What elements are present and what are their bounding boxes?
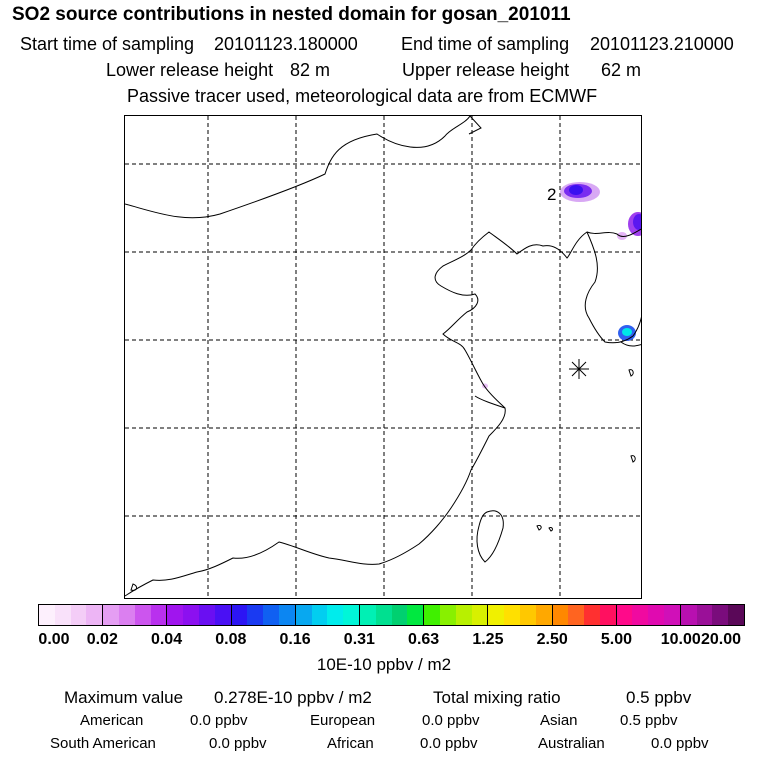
concentration-plumes	[482, 182, 641, 389]
upper-release-value: 62 m	[601, 60, 642, 80]
colorbar-swatch	[648, 605, 665, 625]
region-name: Asian	[540, 712, 578, 729]
plume-label: 2	[547, 185, 556, 204]
total-mixing-value: 0.5 ppbv	[626, 688, 692, 707]
colorbar-swatch	[471, 605, 489, 625]
colorbar-swatch	[424, 605, 440, 625]
colorbar-tick-label: 0.02	[86, 631, 118, 648]
colorbar	[38, 604, 745, 626]
end-time-value: 20101123.210000	[590, 34, 734, 54]
colorbar-swatch	[39, 605, 55, 625]
colorbar-swatch	[519, 605, 536, 625]
colorbar-swatch	[295, 605, 312, 625]
colorbar-swatch	[504, 605, 520, 625]
colorbar-tick-label: 10.00	[660, 631, 701, 648]
colorbar-swatch	[327, 605, 344, 625]
colorbar-swatch	[343, 605, 360, 625]
coastlines	[125, 116, 641, 597]
region-value: 0.0 ppbv	[420, 735, 478, 752]
plume-korea-core	[622, 328, 632, 336]
end-time-label: End time of sampling	[401, 34, 570, 54]
colorbar-swatch	[664, 605, 681, 625]
colorbar-tick-label: 0.08	[215, 631, 247, 648]
region-name: African	[327, 735, 374, 752]
max-value-label: Maximum value	[64, 688, 184, 707]
lower-release-value: 82 m	[290, 60, 331, 80]
colorbar-swatch	[103, 605, 119, 625]
colorbar-tick-label: 20.00	[700, 631, 742, 648]
map-svg: 2	[125, 116, 641, 598]
region-value: 0.0 ppbv	[422, 712, 480, 729]
lat-lon-grid	[125, 116, 641, 598]
colorbar-tick-label: 0.00	[38, 631, 70, 648]
colorbar-swatch	[552, 605, 569, 625]
colorbar-tick-label: 2.50	[536, 631, 568, 648]
colorbar-swatch	[167, 605, 184, 625]
upper-release-label: Upper release height	[402, 60, 570, 80]
colorbar-swatch	[439, 605, 456, 625]
colorbar-swatch	[263, 605, 279, 625]
colorbar-tick-label: 0.16	[279, 631, 311, 648]
colorbar-swatch	[584, 605, 600, 625]
colorbar-swatch	[455, 605, 472, 625]
start-time-label: Start time of sampling	[20, 34, 195, 54]
colorbar-swatch	[311, 605, 328, 625]
colorbar-swatch	[568, 605, 585, 625]
start-time-value: 20101123.180000	[214, 34, 358, 54]
region-name: Australian	[538, 735, 605, 752]
region-value: 0.0 ppbv	[190, 712, 248, 729]
colorbar-swatch	[247, 605, 264, 625]
map-panel: 2	[124, 115, 642, 599]
colorbar-swatch	[231, 605, 248, 625]
tracer-note: Passive tracer used, meteorological data…	[127, 86, 598, 106]
colorbar-swatch	[118, 605, 135, 625]
colorbar-swatch	[214, 605, 232, 625]
colorbar-swatch	[278, 605, 296, 625]
colorbar-swatch	[134, 605, 151, 625]
region-value: 0.0 ppbv	[651, 735, 709, 752]
colorbar-swatch	[632, 605, 649, 625]
region-value: 0.0 ppbv	[209, 735, 267, 752]
colorbar-unit: 10E-10 ppbv / m2	[316, 655, 452, 674]
region-name: European	[310, 712, 376, 729]
colorbar-swatch	[407, 605, 425, 625]
colorbar-swatch	[599, 605, 617, 625]
colorbar-swatch	[86, 605, 104, 625]
colorbar-swatch	[535, 605, 553, 625]
colorbar-swatch	[616, 605, 633, 625]
colorbar-swatch	[696, 605, 713, 625]
max-value: 0.278E-10 ppbv / m2	[214, 688, 372, 707]
colorbar-swatch	[70, 605, 87, 625]
colorbar-swatch	[183, 605, 199, 625]
colorbar-swatch	[150, 605, 168, 625]
colorbar-tick-label: 5.00	[600, 631, 633, 648]
plume-edge-core	[633, 214, 641, 230]
total-mixing-label: Total mixing ratio	[433, 688, 561, 707]
colorbar-swatch	[712, 605, 729, 625]
plume-core	[569, 185, 583, 195]
colorbar-swatch	[680, 605, 697, 625]
colorbar-tick-label: 0.04	[150, 631, 183, 648]
colorbar-swatch	[375, 605, 392, 625]
colorbar-tick-label: 1.25	[472, 631, 504, 648]
region-name: American	[80, 712, 144, 729]
region-value: 0.5 ppbv	[620, 712, 678, 729]
chart-title: SO2 source contributions in nested domai…	[12, 4, 571, 25]
colorbar-swatch	[359, 605, 376, 625]
colorbar-swatch	[54, 605, 71, 625]
colorbar-swatch	[488, 605, 505, 625]
receptor-marker-icon	[569, 359, 589, 379]
region-name: South American	[50, 735, 156, 752]
colorbar-tick-label: 0.31	[343, 631, 375, 648]
colorbar-swatch	[391, 605, 408, 625]
lower-release-label: Lower release height	[106, 60, 274, 80]
colorbar-swatch	[728, 605, 745, 625]
colorbar-swatch	[198, 605, 215, 625]
colorbar-tick-label: 0.63	[408, 631, 440, 648]
